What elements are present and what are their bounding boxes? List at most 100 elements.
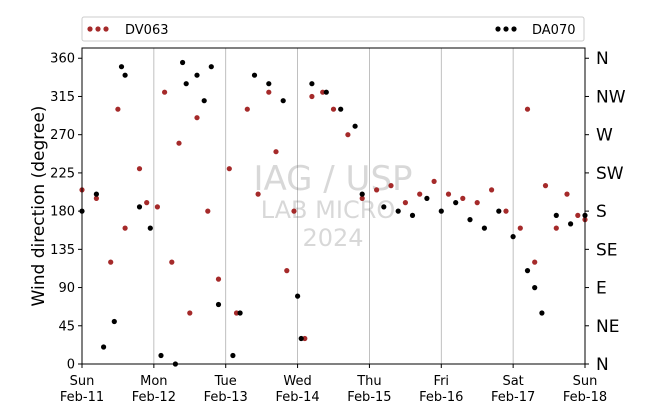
watermark-line-1: IAG / USP (253, 159, 412, 199)
grid (153, 48, 514, 364)
y-tick-label: 270 (50, 128, 75, 143)
data-point (503, 208, 509, 214)
data-point (532, 259, 538, 265)
data-point (295, 293, 301, 299)
compass-label: NE (596, 317, 619, 337)
y-tick-label: 135 (50, 243, 75, 258)
data-point (298, 335, 304, 342)
x-tick-day: Wed (283, 374, 311, 389)
data-point (539, 310, 545, 316)
data-point (101, 344, 107, 350)
data-point (568, 221, 574, 227)
compass-label: N (596, 355, 609, 375)
data-point (445, 191, 452, 197)
data-point (215, 301, 222, 308)
data-point (302, 335, 308, 342)
data-point (147, 225, 153, 231)
data-point (194, 115, 200, 121)
y-axis-right-compass: N NE E SE S SW W NW N (585, 49, 626, 375)
legend-label-dv063: DV063 (125, 23, 169, 38)
data-point (255, 191, 261, 197)
y-tick-label: 225 (50, 166, 75, 181)
data-point (474, 200, 480, 206)
data-point (345, 132, 351, 138)
data-point (575, 212, 581, 218)
legend-marker-dot (495, 26, 501, 32)
y-tick-label: 180 (50, 205, 75, 220)
data-point (158, 352, 164, 359)
data-point (338, 106, 344, 112)
data-point (320, 89, 326, 95)
data-point (553, 212, 559, 218)
compass-label: NW (596, 87, 626, 107)
data-point (266, 89, 272, 95)
x-axis: SunFeb-11MonFeb-12TueFeb-13WedFeb-14ThuF… (60, 364, 607, 405)
data-point (309, 93, 315, 100)
data-point (481, 225, 487, 231)
y-tick-label: 90 (58, 281, 75, 296)
x-tick-date: Feb-11 (60, 390, 104, 405)
data-point (553, 225, 559, 231)
data-point (237, 310, 243, 316)
data-point (524, 106, 531, 112)
data-point (144, 200, 150, 206)
x-tick-date: Feb-12 (132, 390, 176, 405)
data-point (266, 81, 272, 87)
data-point (417, 191, 423, 197)
compass-label: N (596, 49, 609, 69)
plot-frame (81, 47, 586, 365)
series-dv063 (79, 89, 588, 342)
data-point (510, 234, 516, 240)
data-point (291, 208, 297, 214)
x-tick-date: Feb-15 (347, 390, 391, 405)
data-point (453, 200, 459, 206)
data-point (309, 81, 315, 87)
data-point (388, 183, 394, 189)
compass-label: E (596, 279, 607, 299)
legend-frame (81, 16, 585, 42)
x-tick-day: Mon (140, 374, 167, 389)
compass-label: S (596, 202, 607, 222)
data-point (187, 310, 193, 316)
watermark-line-3: 2024 (302, 224, 363, 252)
data-point (251, 72, 258, 78)
legend-marker-da070 (495, 26, 517, 32)
legend-marker-dot (95, 26, 101, 32)
data-point (532, 285, 538, 291)
legend-marker-dv063 (87, 26, 109, 32)
data-point (359, 191, 365, 197)
data-point (180, 59, 186, 66)
data-point (517, 225, 523, 231)
data-point (108, 259, 114, 265)
data-point (233, 310, 240, 316)
data-point (496, 208, 502, 214)
y-tick-label: 45 (58, 319, 75, 334)
data-point (115, 106, 121, 112)
x-tick-day: Tue (214, 374, 237, 389)
data-point (467, 217, 473, 223)
data-point (374, 187, 380, 193)
x-tick-date: Feb-17 (491, 390, 535, 405)
x-tick-day: Sun (70, 374, 95, 389)
data-point (284, 268, 290, 274)
data-point (183, 81, 189, 87)
data-point (564, 191, 570, 197)
x-tick-date: Feb-13 (204, 390, 248, 405)
data-point (111, 318, 117, 325)
compass-label: SE (596, 240, 618, 260)
data-point (330, 106, 337, 112)
data-point (424, 195, 430, 201)
data-point (460, 195, 466, 201)
y-axis-label: Wind direction (degree) (29, 106, 49, 307)
data-point (273, 149, 279, 155)
x-tick-day: Fri (434, 374, 450, 389)
y-tick-label: 360 (50, 52, 75, 67)
data-point (226, 166, 232, 172)
data-point (154, 204, 160, 210)
y-tick-label: 315 (50, 90, 75, 105)
data-point (280, 98, 286, 104)
legend-label-da070: DA070 (532, 23, 576, 38)
data-point (395, 208, 401, 214)
watermark-line-2: LAB MICRO (261, 196, 396, 224)
